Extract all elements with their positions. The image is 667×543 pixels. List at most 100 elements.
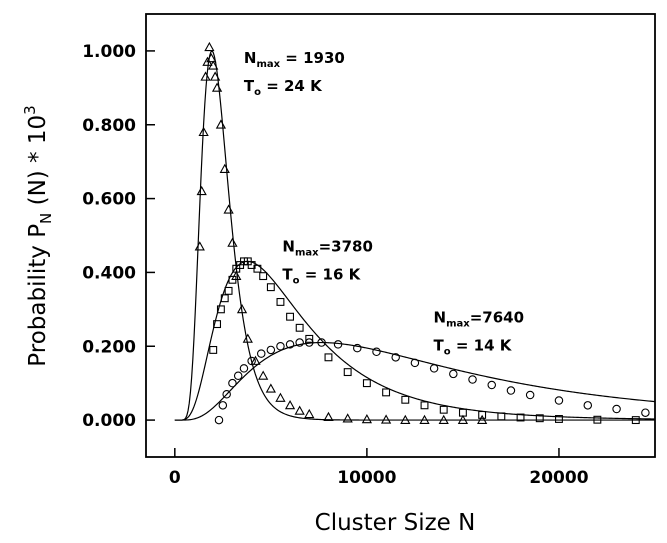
- annotation-n-max-1: Nmax = 1930: [244, 49, 345, 70]
- y-axis-title-sub: N: [37, 213, 55, 224]
- data-point-triangle: [236, 304, 248, 314]
- data-point-square: [497, 412, 506, 421]
- data-point-circle: [468, 375, 477, 384]
- data-point-triangle: [294, 405, 305, 415]
- data-point-triangle: [438, 414, 449, 424]
- x-tick-label: 10000: [337, 468, 396, 488]
- data-point-triangle: [227, 237, 238, 247]
- data-point-square: [295, 323, 304, 332]
- data-point-square: [516, 413, 525, 422]
- data-point-triangle: [200, 71, 211, 81]
- data-point-circle: [233, 371, 243, 381]
- data-point-triangle: [208, 60, 219, 70]
- data-point-triangle: [323, 411, 334, 422]
- data-point-triangle: [211, 82, 223, 92]
- data-point-square: [253, 264, 262, 273]
- y-tick-label: 0.800: [82, 116, 136, 136]
- data-point-triangle: [380, 414, 392, 424]
- data-point-circle: [305, 338, 314, 347]
- data-point-circle: [266, 345, 276, 355]
- data-point-square: [224, 286, 233, 295]
- data-point-triangle: [265, 383, 276, 393]
- y-tick-label: 1.000: [82, 42, 136, 62]
- y-axis-title-arg: (N) * 10: [25, 115, 51, 213]
- data-point-square: [305, 334, 314, 343]
- data-point-circle: [429, 364, 439, 373]
- data-point-circle: [612, 404, 621, 414]
- plot-frame: [145, 13, 656, 458]
- data-point-circle: [218, 401, 228, 410]
- data-point-square: [382, 388, 391, 397]
- data-point-square: [324, 353, 333, 362]
- data-point-square: [478, 410, 487, 419]
- data-point-square: [555, 415, 563, 423]
- data-point-circle: [285, 340, 295, 349]
- data-point-triangle: [198, 126, 209, 137]
- x-axis-title: Cluster Size N: [315, 510, 476, 536]
- data-point-square: [276, 297, 285, 306]
- data-point-square: [216, 305, 225, 314]
- data-point-circle: [641, 408, 650, 417]
- fit-curve-1: [174, 50, 655, 421]
- data-point-circle: [333, 340, 343, 349]
- y-axis-title-main: Probability P: [25, 224, 51, 367]
- data-point-square: [259, 272, 268, 281]
- data-point-triangle: [476, 414, 488, 424]
- data-point-triangle: [194, 241, 205, 251]
- data-point-square: [401, 395, 410, 404]
- data-point-circle: [353, 343, 362, 353]
- data-point-square: [213, 320, 222, 329]
- data-point-square: [220, 294, 229, 303]
- y-axis-title: Probability PN (N) * 103: [21, 105, 55, 366]
- data-point-triangle: [258, 370, 269, 380]
- y-axis-title-sup: 3: [21, 105, 39, 115]
- fit-curve-3: [174, 341, 656, 421]
- y-tick-label: 0.200: [82, 337, 136, 357]
- data-point-square: [343, 368, 352, 377]
- data-point-circle: [372, 347, 381, 357]
- data-point-triangle: [250, 355, 261, 365]
- data-point-triangle: [210, 71, 221, 81]
- data-point-triangle: [242, 333, 253, 343]
- annotation-t-o-3: To = 14 K: [434, 337, 513, 358]
- y-tick-label: 0.000: [82, 411, 136, 431]
- x-tick-label: 0: [169, 468, 181, 488]
- data-point-triangle: [223, 204, 234, 214]
- data-point-triangle: [304, 408, 315, 419]
- data-point-square: [631, 416, 640, 425]
- x-tick-label: 20000: [529, 468, 588, 488]
- data-point-circle: [391, 353, 400, 362]
- data-point-square: [209, 345, 218, 354]
- data-point-circle: [247, 356, 256, 366]
- data-point-square: [362, 379, 371, 388]
- data-point-circle: [449, 369, 458, 379]
- data-point-triangle: [419, 414, 430, 424]
- y-tick-label: 0.400: [82, 263, 136, 283]
- data-point-square: [420, 401, 429, 410]
- data-point-circle: [487, 380, 496, 390]
- data-point-square: [439, 405, 448, 414]
- data-point-square: [535, 414, 544, 423]
- data-point-circle: [410, 358, 420, 368]
- data-point-circle: [525, 390, 535, 400]
- data-point-circle: [317, 338, 326, 347]
- data-point-triangle: [196, 185, 207, 196]
- data-point-square: [266, 283, 275, 292]
- data-point-circle: [239, 364, 249, 373]
- data-point-square: [228, 275, 237, 284]
- data-point-triangle: [204, 41, 215, 52]
- data-point-circle: [583, 401, 593, 410]
- data-point-triangle: [361, 414, 373, 424]
- data-point-square: [286, 312, 295, 321]
- annotation-t-o-1: To = 24 K: [244, 77, 323, 98]
- data-point-circle: [295, 338, 304, 347]
- annotation-n-max-3: Nmax=7640: [434, 309, 525, 330]
- data-point-circle: [228, 378, 237, 388]
- data-point-triangle: [206, 52, 217, 63]
- data-point-circle: [506, 386, 516, 395]
- data-point-triangle: [457, 414, 469, 424]
- data-point-triangle: [275, 392, 286, 402]
- data-point-triangle: [284, 399, 296, 410]
- data-point-square: [458, 408, 467, 417]
